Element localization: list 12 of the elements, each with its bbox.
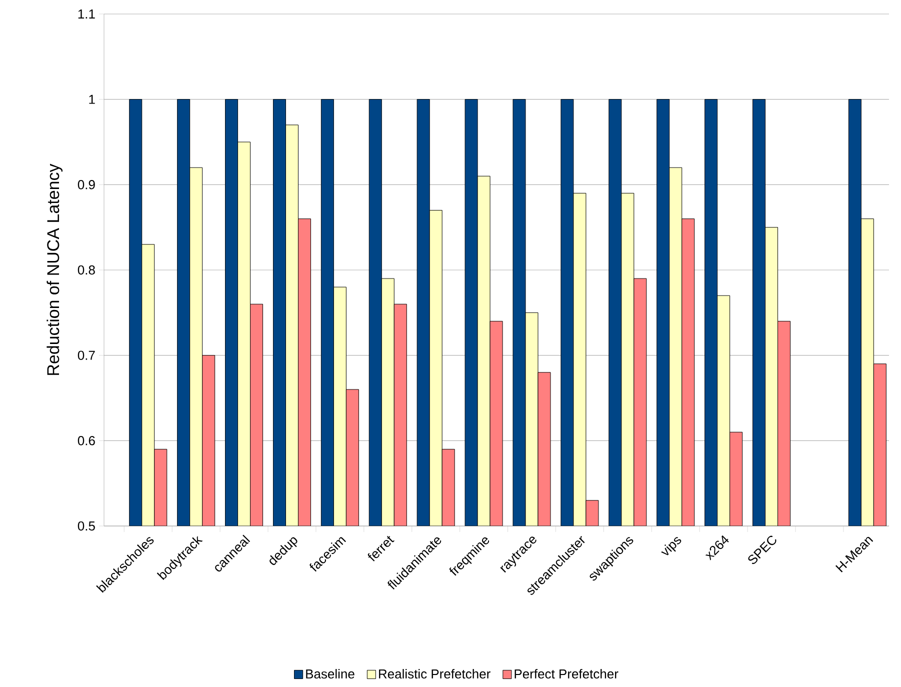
x-tick-label: vips xyxy=(661,537,682,556)
y-tick-label: 0.9 xyxy=(78,180,95,190)
legend-label: Realistic Prefetcher xyxy=(379,669,490,679)
legend-label: Perfect Prefetcher xyxy=(514,669,618,679)
y-tick-label: 0.6 xyxy=(78,436,95,446)
y-tick-label: 1 xyxy=(89,94,95,104)
y-axis-title: Reduction of NUCA Latency xyxy=(46,164,63,375)
y-tick-label: 1.1 xyxy=(78,10,95,18)
y-tick-label: 0.5 xyxy=(78,521,95,531)
legend-label: Baseline xyxy=(306,669,354,679)
y-tick-label: 0.7 xyxy=(78,350,95,360)
y-tick-label: 0.8 xyxy=(78,265,95,275)
